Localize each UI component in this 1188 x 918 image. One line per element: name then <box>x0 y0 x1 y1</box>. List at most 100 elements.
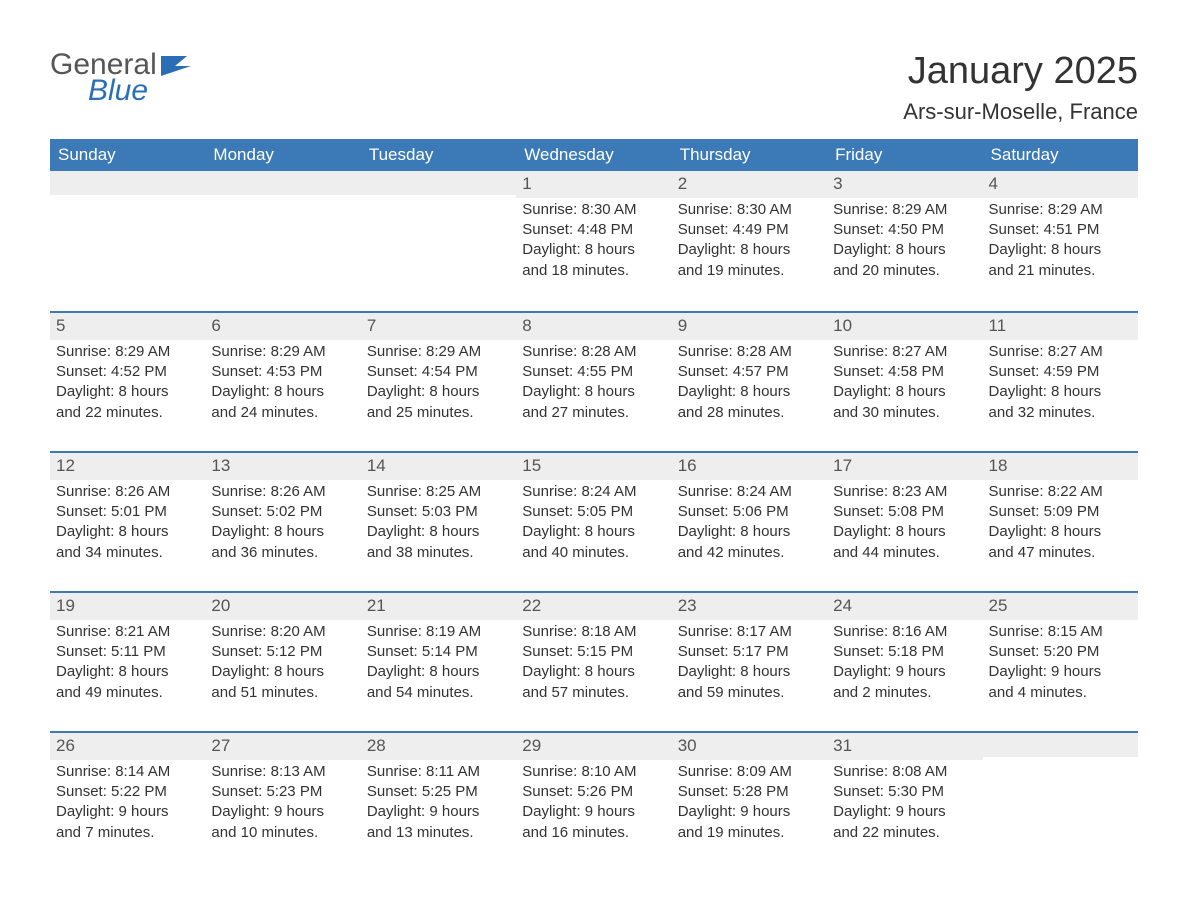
day-cell: 13Sunrise: 8:26 AMSunset: 5:02 PMDayligh… <box>205 453 360 591</box>
day-number: 27 <box>205 733 360 760</box>
sunrise-text: Sunrise: 8:14 AM <box>56 762 199 782</box>
daylight2-text: and 25 minutes. <box>367 403 510 423</box>
daylight2-text: and 19 minutes. <box>678 823 821 843</box>
sunset-text: Sunset: 5:30 PM <box>833 782 976 802</box>
day-content: Sunrise: 8:26 AMSunset: 5:02 PMDaylight:… <box>205 480 360 573</box>
daylight1-text: Daylight: 8 hours <box>211 522 354 542</box>
day-number: 9 <box>672 313 827 340</box>
daylight2-text: and 22 minutes. <box>833 823 976 843</box>
sunrise-text: Sunrise: 8:15 AM <box>989 622 1132 642</box>
day-cell: 23Sunrise: 8:17 AMSunset: 5:17 PMDayligh… <box>672 593 827 731</box>
sunset-text: Sunset: 4:48 PM <box>522 220 665 240</box>
calendar-grid: Sunday Monday Tuesday Wednesday Thursday… <box>50 139 1138 871</box>
daylight2-text: and 44 minutes. <box>833 543 976 563</box>
daylight2-text: and 32 minutes. <box>989 403 1132 423</box>
sunset-text: Sunset: 4:57 PM <box>678 362 821 382</box>
daylight2-text: and 2 minutes. <box>833 683 976 703</box>
sunset-text: Sunset: 4:52 PM <box>56 362 199 382</box>
weekday-header: Saturday <box>983 139 1138 171</box>
sunrise-text: Sunrise: 8:20 AM <box>211 622 354 642</box>
day-content: Sunrise: 8:17 AMSunset: 5:17 PMDaylight:… <box>672 620 827 713</box>
daylight2-text: and 54 minutes. <box>367 683 510 703</box>
sunrise-text: Sunrise: 8:26 AM <box>211 482 354 502</box>
sunrise-text: Sunrise: 8:29 AM <box>56 342 199 362</box>
sunrise-text: Sunrise: 8:22 AM <box>989 482 1132 502</box>
daylight2-text: and 19 minutes. <box>678 261 821 281</box>
day-cell <box>205 171 360 311</box>
day-content: Sunrise: 8:19 AMSunset: 5:14 PMDaylight:… <box>361 620 516 713</box>
daylight1-text: Daylight: 9 hours <box>678 802 821 822</box>
day-content: Sunrise: 8:09 AMSunset: 5:28 PMDaylight:… <box>672 760 827 853</box>
day-number: 28 <box>361 733 516 760</box>
sunrise-text: Sunrise: 8:28 AM <box>678 342 821 362</box>
daylight1-text: Daylight: 8 hours <box>367 662 510 682</box>
day-number: 23 <box>672 593 827 620</box>
daylight1-text: Daylight: 8 hours <box>211 382 354 402</box>
daylight2-text: and 16 minutes. <box>522 823 665 843</box>
sunset-text: Sunset: 5:18 PM <box>833 642 976 662</box>
sunset-text: Sunset: 4:53 PM <box>211 362 354 382</box>
daylight2-text: and 30 minutes. <box>833 403 976 423</box>
day-cell: 28Sunrise: 8:11 AMSunset: 5:25 PMDayligh… <box>361 733 516 871</box>
day-cell: 25Sunrise: 8:15 AMSunset: 5:20 PMDayligh… <box>983 593 1138 731</box>
day-number: 7 <box>361 313 516 340</box>
page-title: January 2025 <box>903 50 1138 93</box>
daylight2-text: and 21 minutes. <box>989 261 1132 281</box>
day-cell: 15Sunrise: 8:24 AMSunset: 5:05 PMDayligh… <box>516 453 671 591</box>
day-number: 19 <box>50 593 205 620</box>
daylight2-text: and 13 minutes. <box>367 823 510 843</box>
day-cell <box>50 171 205 311</box>
sunrise-text: Sunrise: 8:30 AM <box>678 200 821 220</box>
daylight1-text: Daylight: 9 hours <box>833 662 976 682</box>
day-cell: 5Sunrise: 8:29 AMSunset: 4:52 PMDaylight… <box>50 313 205 451</box>
day-content: Sunrise: 8:14 AMSunset: 5:22 PMDaylight:… <box>50 760 205 853</box>
daylight1-text: Daylight: 9 hours <box>56 802 199 822</box>
logo: General Blue <box>50 50 195 106</box>
day-number: 16 <box>672 453 827 480</box>
daylight1-text: Daylight: 8 hours <box>989 240 1132 260</box>
sunset-text: Sunset: 4:58 PM <box>833 362 976 382</box>
day-cell: 3Sunrise: 8:29 AMSunset: 4:50 PMDaylight… <box>827 171 982 311</box>
day-number: 24 <box>827 593 982 620</box>
sunrise-text: Sunrise: 8:27 AM <box>833 342 976 362</box>
sunset-text: Sunset: 5:28 PM <box>678 782 821 802</box>
day-number: 5 <box>50 313 205 340</box>
flag-icon <box>161 54 195 78</box>
sunset-text: Sunset: 4:54 PM <box>367 362 510 382</box>
daylight2-text: and 40 minutes. <box>522 543 665 563</box>
day-number: 14 <box>361 453 516 480</box>
day-number: 13 <box>205 453 360 480</box>
weekday-header: Thursday <box>672 139 827 171</box>
day-cell: 17Sunrise: 8:23 AMSunset: 5:08 PMDayligh… <box>827 453 982 591</box>
daylight2-text: and 18 minutes. <box>522 261 665 281</box>
header: General Blue January 2025 Ars-sur-Mosell… <box>50 50 1138 125</box>
day-cell: 14Sunrise: 8:25 AMSunset: 5:03 PMDayligh… <box>361 453 516 591</box>
day-cell <box>983 733 1138 871</box>
daylight1-text: Daylight: 8 hours <box>833 382 976 402</box>
day-number: 17 <box>827 453 982 480</box>
daylight1-text: Daylight: 8 hours <box>678 662 821 682</box>
day-content: Sunrise: 8:30 AMSunset: 4:48 PMDaylight:… <box>516 198 671 291</box>
sunset-text: Sunset: 4:49 PM <box>678 220 821 240</box>
sunset-text: Sunset: 5:08 PM <box>833 502 976 522</box>
daylight2-text: and 57 minutes. <box>522 683 665 703</box>
day-cell: 1Sunrise: 8:30 AMSunset: 4:48 PMDaylight… <box>516 171 671 311</box>
daylight2-text: and 4 minutes. <box>989 683 1132 703</box>
day-cell <box>361 171 516 311</box>
day-number: 1 <box>516 171 671 198</box>
sunset-text: Sunset: 5:02 PM <box>211 502 354 522</box>
sunrise-text: Sunrise: 8:17 AM <box>678 622 821 642</box>
sunrise-text: Sunrise: 8:23 AM <box>833 482 976 502</box>
day-content: Sunrise: 8:29 AMSunset: 4:51 PMDaylight:… <box>983 198 1138 291</box>
day-cell: 9Sunrise: 8:28 AMSunset: 4:57 PMDaylight… <box>672 313 827 451</box>
daylight1-text: Daylight: 8 hours <box>211 662 354 682</box>
sunset-text: Sunset: 5:14 PM <box>367 642 510 662</box>
week-row: 19Sunrise: 8:21 AMSunset: 5:11 PMDayligh… <box>50 591 1138 731</box>
sunrise-text: Sunrise: 8:25 AM <box>367 482 510 502</box>
sunrise-text: Sunrise: 8:26 AM <box>56 482 199 502</box>
daylight1-text: Daylight: 8 hours <box>56 662 199 682</box>
day-cell: 19Sunrise: 8:21 AMSunset: 5:11 PMDayligh… <box>50 593 205 731</box>
daylight2-text: and 7 minutes. <box>56 823 199 843</box>
weekday-header-row: Sunday Monday Tuesday Wednesday Thursday… <box>50 139 1138 171</box>
weekday-header: Tuesday <box>361 139 516 171</box>
